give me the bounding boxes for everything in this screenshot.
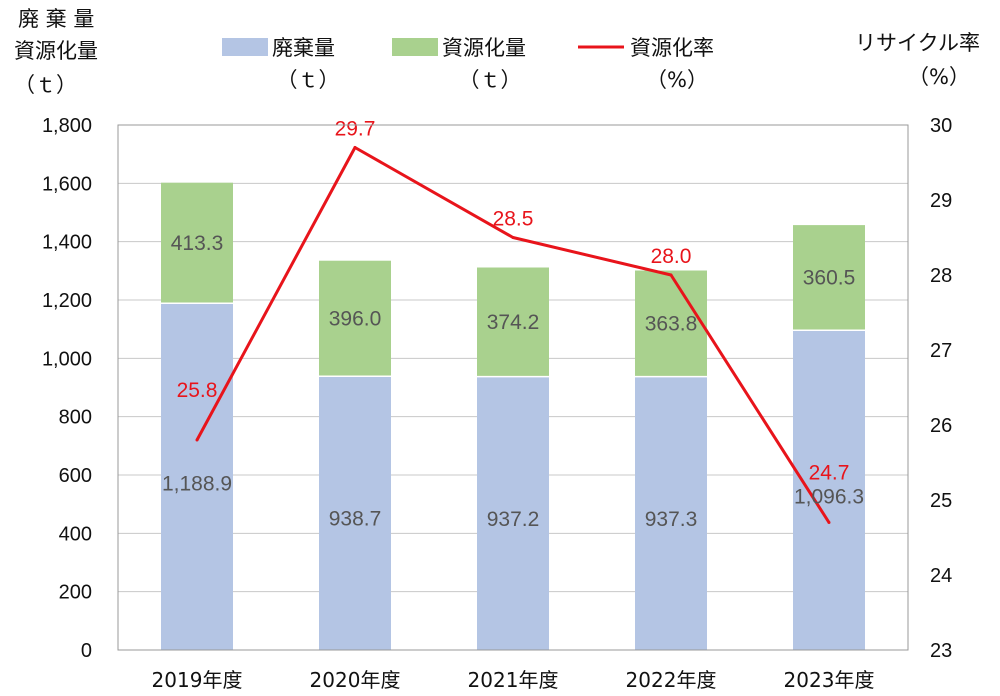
legend-swatch-waste [222,38,268,56]
category-label: 2021年度 [468,668,559,692]
left-tick-label: 0 [81,640,92,662]
bar-waste [477,376,549,650]
label-rate: 28.0 [651,245,692,268]
rate-point [353,146,357,149]
label-recycled: 374.2 [487,311,540,334]
bar-waste [793,330,865,650]
label-rate: 24.7 [809,462,850,485]
label-rate: 29.7 [335,118,376,141]
bar-recycled [793,225,865,331]
right-tick-label: 29 [930,190,952,212]
left-tick-label: 600 [59,465,92,487]
label-waste: 937.3 [645,508,698,531]
category-label: 2020年度 [310,668,401,692]
rate-point [195,438,199,442]
rate-line [195,146,831,524]
legend-unit-waste: （ｔ） [277,68,340,92]
legend-label-waste: 廃棄量 [272,36,335,60]
label-waste: 1,188.9 [162,473,232,496]
right-tick-label: 23 [930,640,952,662]
left-axis-title-line-1: 廃 棄 量 [18,7,94,31]
bars [161,182,865,650]
rate-point [827,521,831,524]
left-tick-label: 1,000 [42,348,92,370]
category-label: 2023年度 [784,668,875,692]
left-tick-label: 400 [59,523,92,545]
bar-waste [319,376,391,650]
label-waste: 938.7 [329,508,382,531]
legend: 廃棄量 （ｔ） 資源化量 （ｔ） 資源化率 （%） [222,36,714,92]
bar-recycled [635,270,707,377]
label-recycled: 360.5 [803,267,856,290]
rate-point [511,236,515,239]
right-tick-label: 25 [930,490,952,512]
right-axis-title-line-1: リサイクル率 [855,31,980,55]
label-waste: 1,096.3 [794,486,864,509]
data-labels: 1,188.9 413.3 938.7 396.0 937.2 374.2 937.3 363… [162,118,864,531]
left-tick-label: 1,200 [42,290,92,312]
legend-label-recycled: 資源化量 [442,36,526,60]
bar-recycled [319,260,391,377]
label-recycled: 363.8 [645,313,698,336]
left-tick-label: 800 [59,407,92,429]
label-rate: 28.5 [493,208,534,231]
right-axis-title-line-2: （%） [908,65,970,89]
label-waste: 937.2 [487,508,540,531]
bar-waste [161,303,233,650]
left-tick-label: 1,600 [42,173,92,195]
bar-waste [635,376,707,650]
left-tick-label: 1,800 [42,115,92,137]
left-tick-label: 1,400 [42,232,92,254]
axes: 0 200 400 600 800 1,000 1,200 1,400 1,600 1,800 23… [42,115,952,692]
category-label: 2022年度 [626,668,717,692]
left-axis-title-line-2: 資源化量 [14,39,98,63]
rate-point [669,273,673,277]
label-rate: 25.8 [177,379,218,402]
bar-recycled [477,267,549,377]
right-tick-label: 30 [930,115,952,137]
left-tick-label: 200 [59,582,92,604]
label-recycled: 413.3 [171,232,224,255]
category-label: 2019年度 [152,668,243,692]
right-tick-label: 26 [930,415,952,437]
right-tick-label: 24 [930,565,952,587]
legend-unit-rate: （%） [646,68,708,92]
legend-swatch-recycled [392,38,438,56]
right-tick-label: 27 [930,340,952,362]
right-tick-label: 28 [930,265,952,287]
plot-area-border [117,124,909,651]
bar-recycled [161,182,233,304]
label-recycled: 396.0 [329,307,382,330]
legend-label-rate: 資源化率 [630,36,714,60]
legend-unit-recycled: （ｔ） [459,68,522,92]
left-axis-title-line-3: （ｔ） [14,73,77,97]
